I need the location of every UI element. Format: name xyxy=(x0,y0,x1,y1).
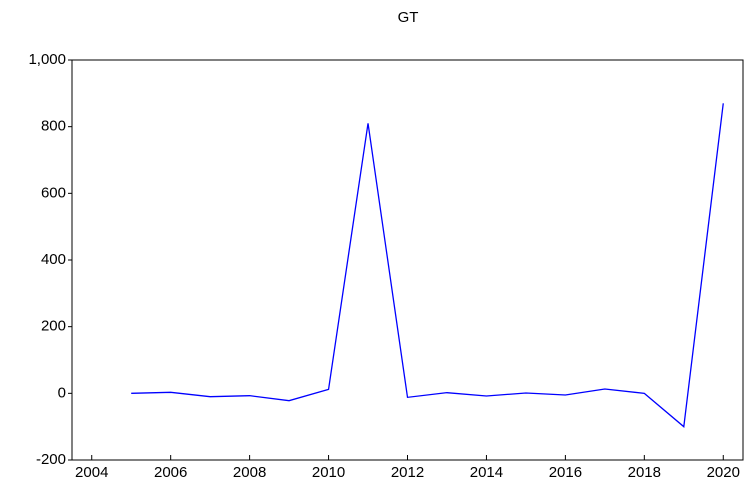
y-tick-label: 800 xyxy=(41,118,66,135)
y-tick-label: 400 xyxy=(41,251,66,268)
line-series xyxy=(131,103,724,428)
plot-frame xyxy=(71,59,744,461)
x-tick-label: 2006 xyxy=(154,464,187,481)
y-tick-label: 200 xyxy=(41,318,66,335)
y-tick-label: -200 xyxy=(36,451,66,468)
chart-title: GT xyxy=(398,9,419,26)
x-tick-label: 2018 xyxy=(628,464,661,481)
x-tick-label: 2012 xyxy=(391,464,424,481)
y-tick-label: 600 xyxy=(41,184,66,201)
x-tick-label: 2016 xyxy=(549,464,582,481)
x-tick-label: 2008 xyxy=(233,464,266,481)
x-tick-label: 2020 xyxy=(707,464,740,481)
y-tick-label: 1,000 xyxy=(28,51,66,68)
y-tick-label: 0 xyxy=(58,384,66,401)
x-tick-label: 2014 xyxy=(470,464,503,481)
x-tick-label: 2010 xyxy=(312,464,345,481)
x-tick-label: 2004 xyxy=(75,464,108,481)
